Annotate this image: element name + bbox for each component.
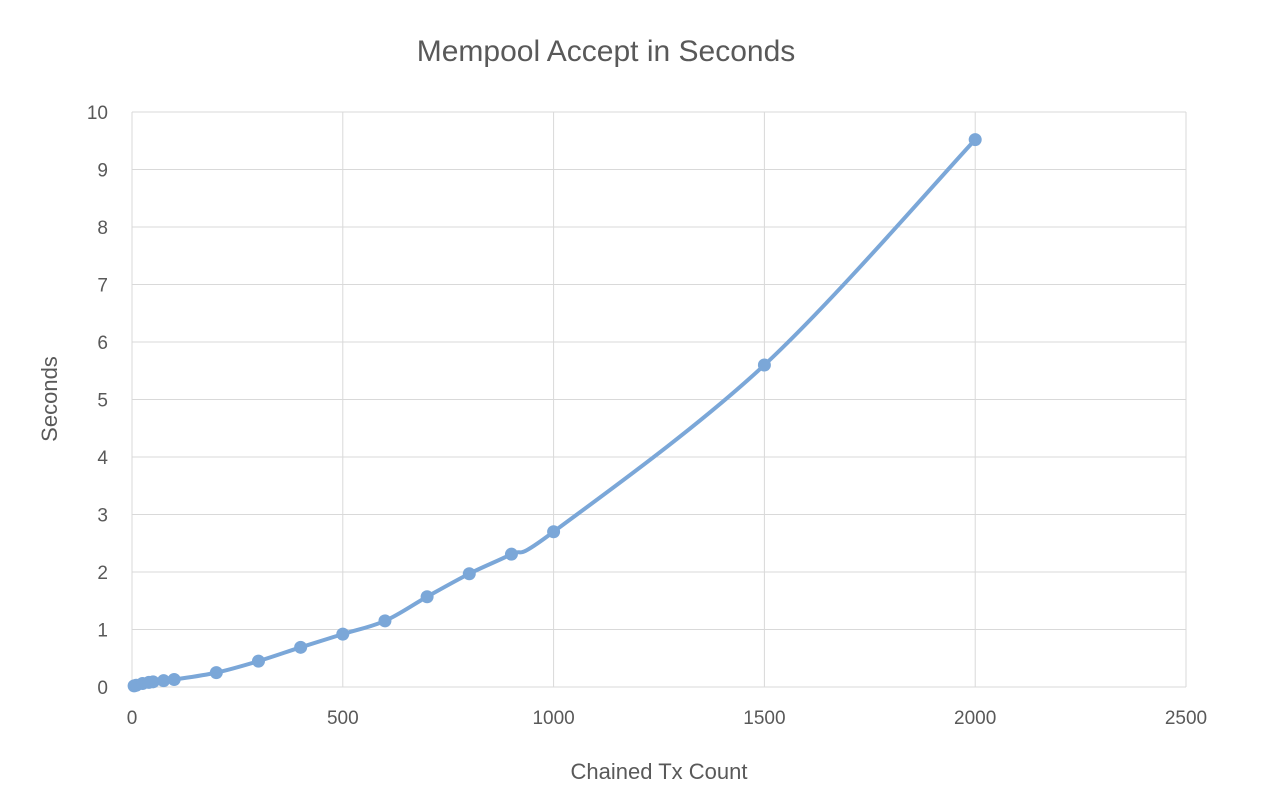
- x-tick-label: 2500: [1165, 708, 1207, 729]
- data-point: [420, 590, 434, 604]
- x-tick-label: 2000: [954, 708, 996, 729]
- y-tick-label: 6: [97, 333, 108, 354]
- y-axis-title: Seconds: [37, 356, 62, 442]
- data-point: [968, 133, 982, 147]
- y-tick-label: 5: [97, 391, 108, 412]
- data-point: [378, 614, 392, 628]
- y-tick-label: 4: [97, 448, 108, 469]
- y-tick-label: 0: [97, 678, 108, 699]
- horizontal-gridlines: [132, 111, 1186, 688]
- data-point: [462, 567, 476, 581]
- x-tick-label: 0: [127, 708, 138, 729]
- y-tick-label: 7: [97, 276, 108, 297]
- x-tick-label: 1000: [532, 708, 574, 729]
- x-tick-label: 500: [327, 708, 359, 729]
- series-points: [127, 133, 982, 693]
- y-tick-label: 2: [97, 563, 108, 584]
- y-tick-label: 1: [97, 621, 108, 642]
- data-point: [167, 673, 181, 687]
- data-point: [547, 525, 561, 539]
- x-axis-tick-labels: 0 500 1000 1500 2000 2500: [127, 708, 1207, 729]
- data-point: [757, 358, 771, 372]
- data-point: [294, 640, 308, 654]
- chart-title: Mempool Accept in Seconds: [417, 35, 796, 68]
- y-tick-label: 8: [97, 218, 108, 239]
- y-tick-label: 9: [97, 161, 108, 182]
- y-tick-label: 10: [87, 103, 108, 124]
- data-point: [209, 666, 223, 680]
- data-point: [146, 675, 160, 689]
- x-axis-title: Chained Tx Count: [571, 759, 748, 784]
- y-tick-label: 3: [97, 506, 108, 527]
- data-point: [504, 547, 518, 561]
- data-point: [157, 674, 171, 688]
- data-point: [336, 627, 350, 641]
- series-line: [132, 137, 978, 688]
- x-tick-label: 1500: [743, 708, 785, 729]
- data-point: [251, 654, 265, 668]
- y-axis-tick-labels: 0 1 2 3 4 5 6 7 8 9 10: [87, 103, 109, 699]
